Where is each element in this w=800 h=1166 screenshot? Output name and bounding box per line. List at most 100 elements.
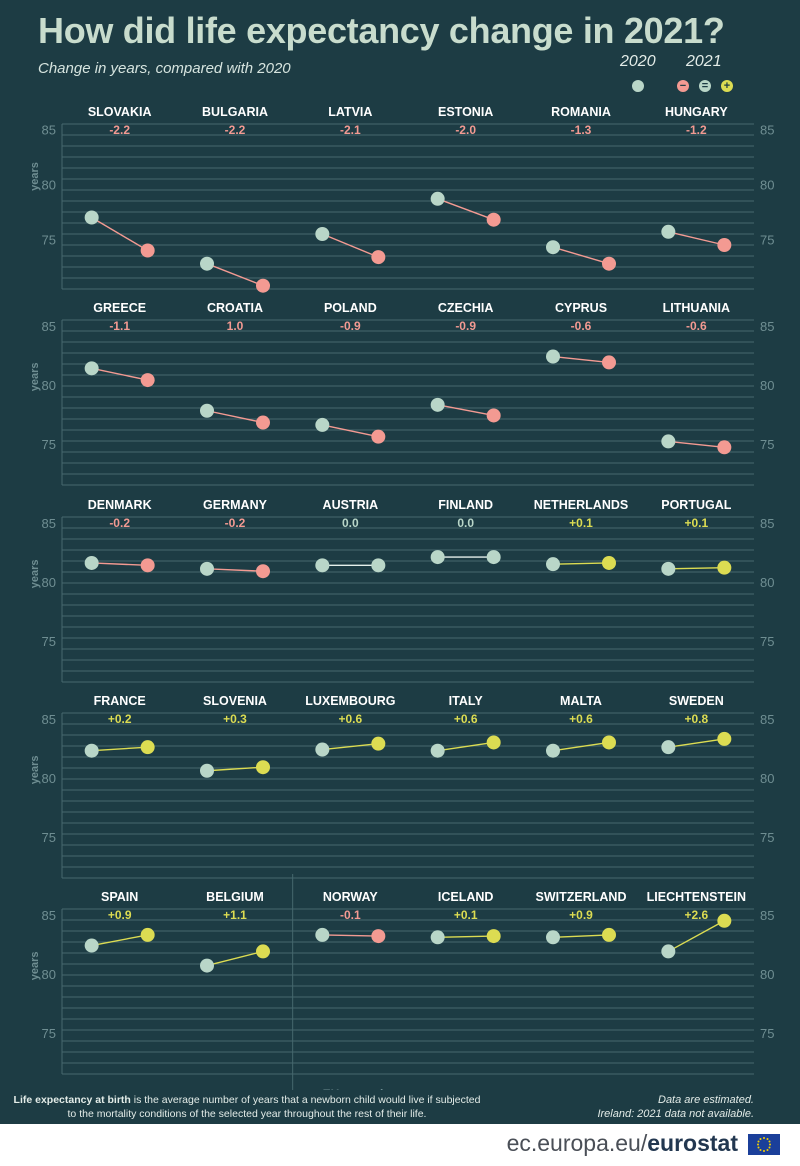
- connector-line: [668, 231, 725, 246]
- eurostat-link[interactable]: ec.europa.eu/eurostat: [507, 1130, 738, 1157]
- dot-2021: [486, 550, 501, 565]
- dot-2020: [546, 240, 560, 255]
- dot-2021: [486, 408, 501, 423]
- legend-equal-symbol: =: [701, 80, 709, 92]
- change-value: 0.0: [342, 516, 359, 530]
- change-value: -2.1: [340, 123, 361, 137]
- connector-line: [437, 741, 494, 752]
- legend-plus-symbol: +: [723, 80, 731, 92]
- connector-line: [206, 568, 264, 572]
- country-name: LATVIA: [328, 105, 372, 119]
- dot-2020: [84, 361, 99, 376]
- change-value: -1.2: [686, 123, 707, 137]
- country-name: SLOVENIA: [203, 694, 267, 708]
- dot-2021: [717, 440, 732, 455]
- change-value: +0.1: [684, 516, 708, 530]
- y-tick-label-right: 75: [760, 830, 774, 845]
- y-tick-label-left: 85: [42, 319, 56, 334]
- change-value: +0.6: [338, 712, 362, 726]
- y-tick-label-right: 75: [760, 1026, 774, 1041]
- y-tick-label-left: 80: [42, 378, 56, 393]
- connector-line: [206, 410, 264, 424]
- dot-2021: [486, 735, 501, 750]
- change-value: -0.2: [225, 516, 246, 530]
- legend-2020-dot-icon: [632, 80, 644, 92]
- country-name: DENMARK: [88, 498, 152, 512]
- definition-term: Life expectancy at birth: [13, 1094, 131, 1106]
- country-name: ESTONIA: [438, 105, 493, 119]
- y-tick-label-left: 80: [42, 575, 56, 590]
- change-value: +0.6: [454, 712, 478, 726]
- change-value: -2.2: [225, 123, 246, 137]
- change-value: -2.0: [455, 123, 476, 137]
- country-name: GREECE: [93, 301, 146, 315]
- y-tick-label-left: 75: [42, 1026, 56, 1041]
- url-prefix: ec.europa.eu/: [506, 1130, 648, 1156]
- change-value: -0.2: [109, 516, 130, 530]
- dot-2021: [371, 736, 386, 751]
- y-tick-label-left: 85: [42, 908, 56, 923]
- connector-line: [91, 934, 148, 947]
- dot-2020: [430, 191, 445, 206]
- footer-bar: ec.europa.eu/eurostat: [0, 1124, 800, 1166]
- dot-2020: [200, 256, 214, 271]
- dot-2021: [371, 429, 386, 444]
- legend-2020-label: 2020: [620, 53, 656, 70]
- country-name: CROATIA: [207, 301, 263, 315]
- dot-2021: [602, 555, 616, 570]
- connector-line: [91, 746, 148, 752]
- legend-minus-symbol: −: [679, 80, 687, 92]
- dot-2021: [256, 564, 270, 579]
- connector-line: [552, 246, 610, 265]
- y-tick-label-left: 80: [42, 771, 56, 786]
- dot-2020: [546, 743, 560, 758]
- dot-2021: [256, 278, 270, 293]
- dot-2021: [140, 373, 155, 388]
- y-tick-label-right: 75: [760, 437, 774, 452]
- y-tick-label-right: 80: [760, 967, 774, 982]
- change-value: -0.6: [686, 319, 707, 333]
- country-name: PORTUGAL: [661, 498, 732, 512]
- url-brand: eurostat: [647, 1130, 738, 1156]
- country-name: NORWAY: [323, 890, 379, 904]
- dot-2021: [256, 760, 270, 775]
- y-axis-title: years: [29, 755, 41, 784]
- chart-panel-4: 75 75 80 80 85 85 years FRANCE +0.2 SLOVENIA +0.3 L…: [29, 694, 774, 879]
- legend-decrease-dot-icon: −: [677, 80, 689, 92]
- dot-2021: [717, 560, 732, 575]
- dot-2021: [256, 415, 270, 430]
- country-name: BULGARIA: [202, 105, 268, 119]
- dot-2020: [661, 944, 676, 959]
- eu-flag-icon: [748, 1134, 780, 1155]
- country-name: ICELAND: [438, 890, 494, 904]
- connector-line: [437, 935, 494, 938]
- connector-line: [552, 934, 610, 938]
- country-name: NETHERLANDS: [534, 498, 628, 512]
- y-tick-label-right: 85: [760, 319, 774, 334]
- change-value: -0.6: [571, 319, 592, 333]
- legend-2021-label: 2021: [686, 53, 722, 70]
- dot-2020: [546, 930, 560, 945]
- y-tick-label-right: 80: [760, 378, 774, 393]
- y-tick-label-left: 80: [42, 967, 56, 982]
- connector-line: [668, 440, 725, 448]
- change-value: -1.3: [571, 123, 592, 137]
- page-title: How did life expectancy change in 2021?: [38, 10, 725, 51]
- country-name: BELGIUM: [206, 890, 264, 904]
- dot-2021: [140, 558, 155, 573]
- country-name: AUSTRIA: [323, 498, 379, 512]
- country-name: ROMANIA: [551, 105, 611, 119]
- dot-2020: [315, 558, 330, 573]
- dot-2020: [430, 550, 445, 565]
- connector-line: [668, 566, 725, 570]
- y-tick-label-right: 85: [760, 123, 774, 138]
- dot-2021: [371, 250, 386, 265]
- page-subtitle: Change in years, compared with 2020: [38, 60, 291, 77]
- dot-2020: [84, 210, 99, 225]
- country-name: ITALY: [449, 694, 484, 708]
- dot-2021: [602, 927, 616, 942]
- y-tick-label-left: 75: [42, 830, 56, 845]
- dot-2020: [200, 561, 214, 576]
- country-name: FRANCE: [94, 694, 146, 708]
- dot-2020: [84, 555, 99, 570]
